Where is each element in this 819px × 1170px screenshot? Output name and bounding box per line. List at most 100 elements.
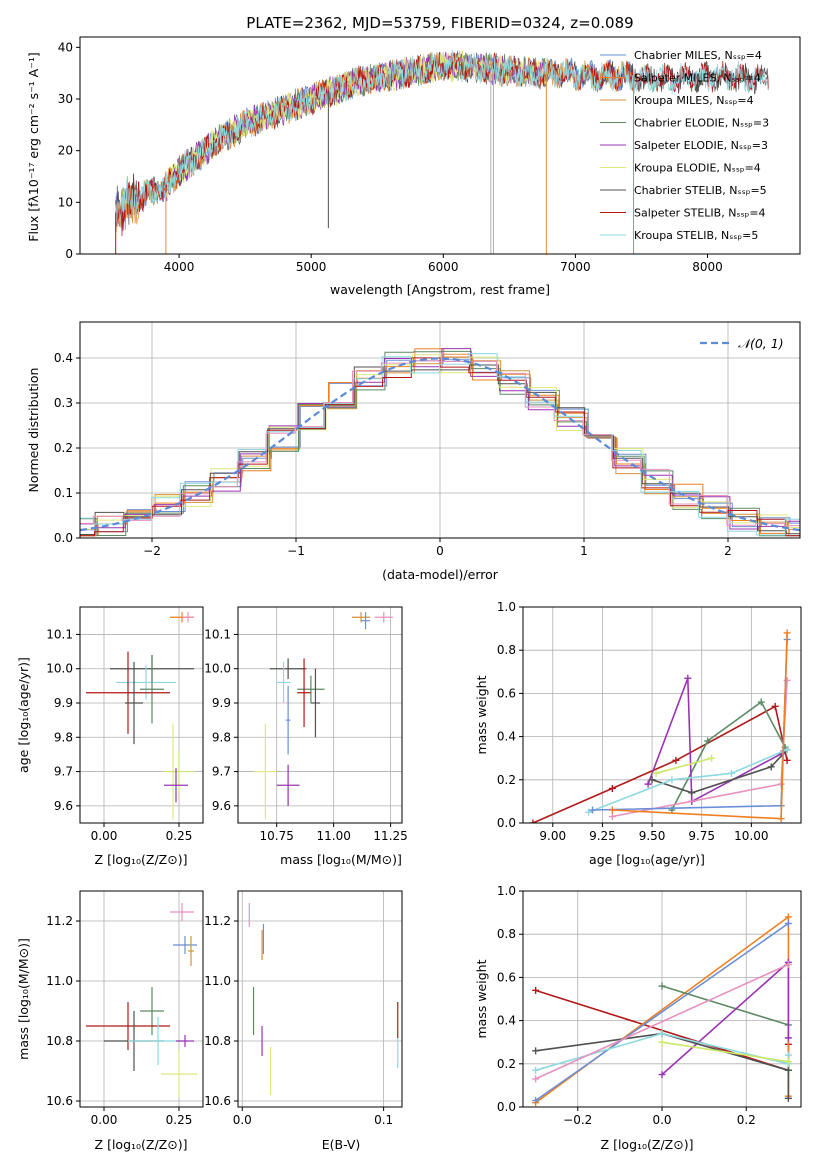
weight-vs-age-xtick-label: 10.00 (734, 829, 768, 843)
residuals-ytick-label: 0.1 (54, 486, 73, 500)
weight-vs-Z-ytick-label: 0.6 (497, 970, 516, 984)
weight-vs-Z-ytick-label: 0.4 (497, 1014, 516, 1028)
weight-vs-age-xtick-label: 9.00 (539, 829, 566, 843)
mass-vs-EBV-ytick-label: 10.6 (204, 1094, 231, 1108)
normal-reference-curve (80, 357, 800, 532)
weight-vs-age-point-marker (684, 674, 692, 682)
weight-vs-age-ytick-label: 0.4 (497, 730, 516, 744)
spectrum-legend-label: Salpeter MILES, Nₛₛₚ=4 (634, 72, 761, 85)
residuals-xlabel: (data-model)/error (382, 567, 499, 582)
weight-vs-Z-ytick-label: 0.8 (497, 927, 516, 941)
weight-vs-age-series-line (651, 749, 788, 794)
age-vs-Z-xlabel: Z [log₁₀(Z/Z⊙)] (95, 852, 188, 867)
weight-vs-age-panel: 9.00 9.25 9.50 9.75 10.000.00.20.40.60.81.0 … (474, 600, 802, 867)
age-vs-mass-xlabel: mass [log₁₀(M/M⊙)] (280, 852, 402, 867)
weight-vs-age-xtick-label: 9.75 (688, 829, 715, 843)
weight-vs-age-xtick-label: 9.50 (639, 829, 666, 843)
mass-vs-Z-panel: 0.00 0.25 10.6 10.8 11.0 11.2 Z [log₁₀(Z/Z⊙)]… (16, 890, 204, 1152)
spectrum-xtick-label: 6000 (428, 260, 459, 274)
weight-vs-Z-xtick-label: −0.2 (563, 1113, 592, 1127)
age-vs-Z-ytick-label: 9.9 (54, 696, 73, 710)
residuals-xtick-label: 0 (436, 544, 444, 558)
weight-vs-age-point-marker (585, 808, 593, 816)
mass-vs-EBV-frame (237, 890, 403, 1108)
age-vs-mass-ytick-label: 9.6 (212, 799, 231, 813)
weight-vs-age-point-marker (672, 756, 680, 764)
residuals-histogram-series (80, 348, 800, 530)
age-vs-mass-xtick-label: 10.75 (260, 829, 294, 843)
age-vs-Z-xtick-label: 0.25 (166, 829, 193, 843)
weight-vs-Z-series-line (661, 985, 789, 1026)
age-vs-mass-panel: 10.75 11.00 11.25 9.6 9.7 9.8 9.9 10.0 10.1 mass… (204, 606, 408, 867)
age-vs-mass-ytick-label: 10.1 (204, 627, 231, 641)
age-vs-mass-ytick-label: 10.0 (204, 662, 231, 676)
weight-vs-age-point-marker (529, 819, 537, 823)
weight-vs-age-point-marker (757, 698, 765, 706)
weight-vs-age-series-line (655, 757, 712, 775)
weight-vs-age-point-marker (688, 789, 696, 797)
spectrum-legend-label: Chabrier STELIB, Nₛₛₚ=5 (634, 184, 767, 197)
residuals-plot-content (80, 348, 800, 537)
weight-vs-Z-point-marker (658, 1071, 666, 1079)
residuals-ytick-label: 0.3 (54, 396, 73, 410)
residuals-histogram-series (80, 364, 800, 535)
weight-vs-age-ytick-label: 0.8 (497, 643, 516, 657)
weight-vs-age-frame (522, 606, 802, 824)
weight-vs-age-ytick-label: 0.0 (497, 816, 516, 830)
weight-vs-Z-ytick-label: 1.0 (497, 884, 516, 898)
weight-vs-age-xlabel: age [log₁₀(age/yr)] (589, 852, 705, 867)
spectrum-legend-label: Kroupa MILES, Nₛₛₚ=4 (634, 94, 754, 107)
age-vs-mass-ytick-label: 9.7 (212, 765, 231, 779)
weight-vs-Z-series-line (661, 1041, 789, 1063)
spectrum-xtick-label: 7000 (560, 260, 591, 274)
weight-vs-Z-point-marker (784, 1094, 792, 1102)
weight-vs-Z-point-marker (658, 1030, 666, 1038)
weight-vs-Z-point-marker (532, 1066, 540, 1074)
weight-vs-Z-point-marker (532, 1047, 540, 1055)
mass-vs-Z-ytick-label: 11.2 (46, 914, 73, 928)
residuals-ytick-label: 0.0 (54, 531, 73, 545)
spectrum-legend-label: Salpeter STELIB, Nₛₛₚ=4 (634, 207, 766, 220)
spectrum-ytick-label: 0 (65, 247, 73, 261)
weight-vs-age-point-marker (652, 769, 660, 777)
mass-vs-Z-ytick-label: 10.6 (46, 1094, 73, 1108)
spectrum-xlabel: wavelength [Angstrom, rest frame] (330, 282, 550, 297)
weight-vs-Z-frame (522, 890, 802, 1108)
weight-vs-Z-plot-content (532, 913, 792, 1107)
weight-vs-age-point-marker (608, 813, 616, 821)
weight-vs-Z-point-marker (658, 1038, 666, 1046)
weight-vs-age-point-marker (608, 784, 616, 792)
weight-vs-age-point-marker (608, 806, 616, 814)
weight-vs-age-point-marker (777, 815, 785, 823)
mass-vs-EBV-ytick-label: 10.8 (204, 1034, 231, 1048)
spectrum-panel: PLATE=2362, MJD=53759, FIBERID=0324, z=0… (26, 14, 801, 297)
spectrum-series-line (115, 49, 769, 228)
residuals-histogram-series (80, 353, 800, 536)
weight-vs-Z-xtick-label: 0.0 (652, 1113, 671, 1127)
spectrum-xtick-label: 8000 (692, 260, 723, 274)
residuals-legend-label: 𝒩(0, 1) (738, 336, 784, 351)
weight-vs-age-ytick-label: 0.2 (497, 773, 516, 787)
residuals-xtick-label: −1 (287, 544, 305, 558)
weight-vs-age-plot-content (529, 629, 791, 823)
weight-vs-Z-point-marker (784, 1058, 792, 1066)
age-vs-Z-ytick-label: 9.6 (54, 799, 73, 813)
weight-vs-age-point-marker (644, 780, 652, 788)
residuals-histogram-series (80, 357, 800, 537)
age-vs-Z-xtick-label: 0.00 (91, 829, 118, 843)
spectrum-plot-content (115, 49, 769, 254)
weight-vs-Z-point-marker (784, 913, 792, 921)
weight-vs-age-point-marker (771, 702, 779, 710)
age-vs-Z-ytick-label: 10.1 (46, 627, 73, 641)
weight-vs-Z-panel: −0.2 0.0 0.2 0.0 0.2 0.4 0.6 0.8 1.0 Z [log₁₀(Z/… (474, 884, 802, 1152)
weight-vs-Z-xlabel: Z [log₁₀(Z/Z⊙)] (601, 1137, 694, 1152)
age-vs-Z-ytick-label: 10.0 (46, 662, 73, 676)
spectrum-title: PLATE=2362, MJD=53759, FIBERID=0324, z=0… (246, 14, 633, 32)
weight-vs-age-xtick-label: 9.25 (589, 829, 616, 843)
mass-vs-EBV-plot-content (248, 903, 399, 1095)
spectrum-legend-label: Chabrier MILES, Nₛₛₚ=4 (634, 49, 762, 62)
spectrum-ytick-label: 30 (58, 92, 73, 106)
residuals-xtick-label: −2 (143, 544, 161, 558)
weight-vs-Z-series-line (535, 963, 789, 1080)
weight-vs-Z-xtick-label: 0.2 (737, 1113, 756, 1127)
